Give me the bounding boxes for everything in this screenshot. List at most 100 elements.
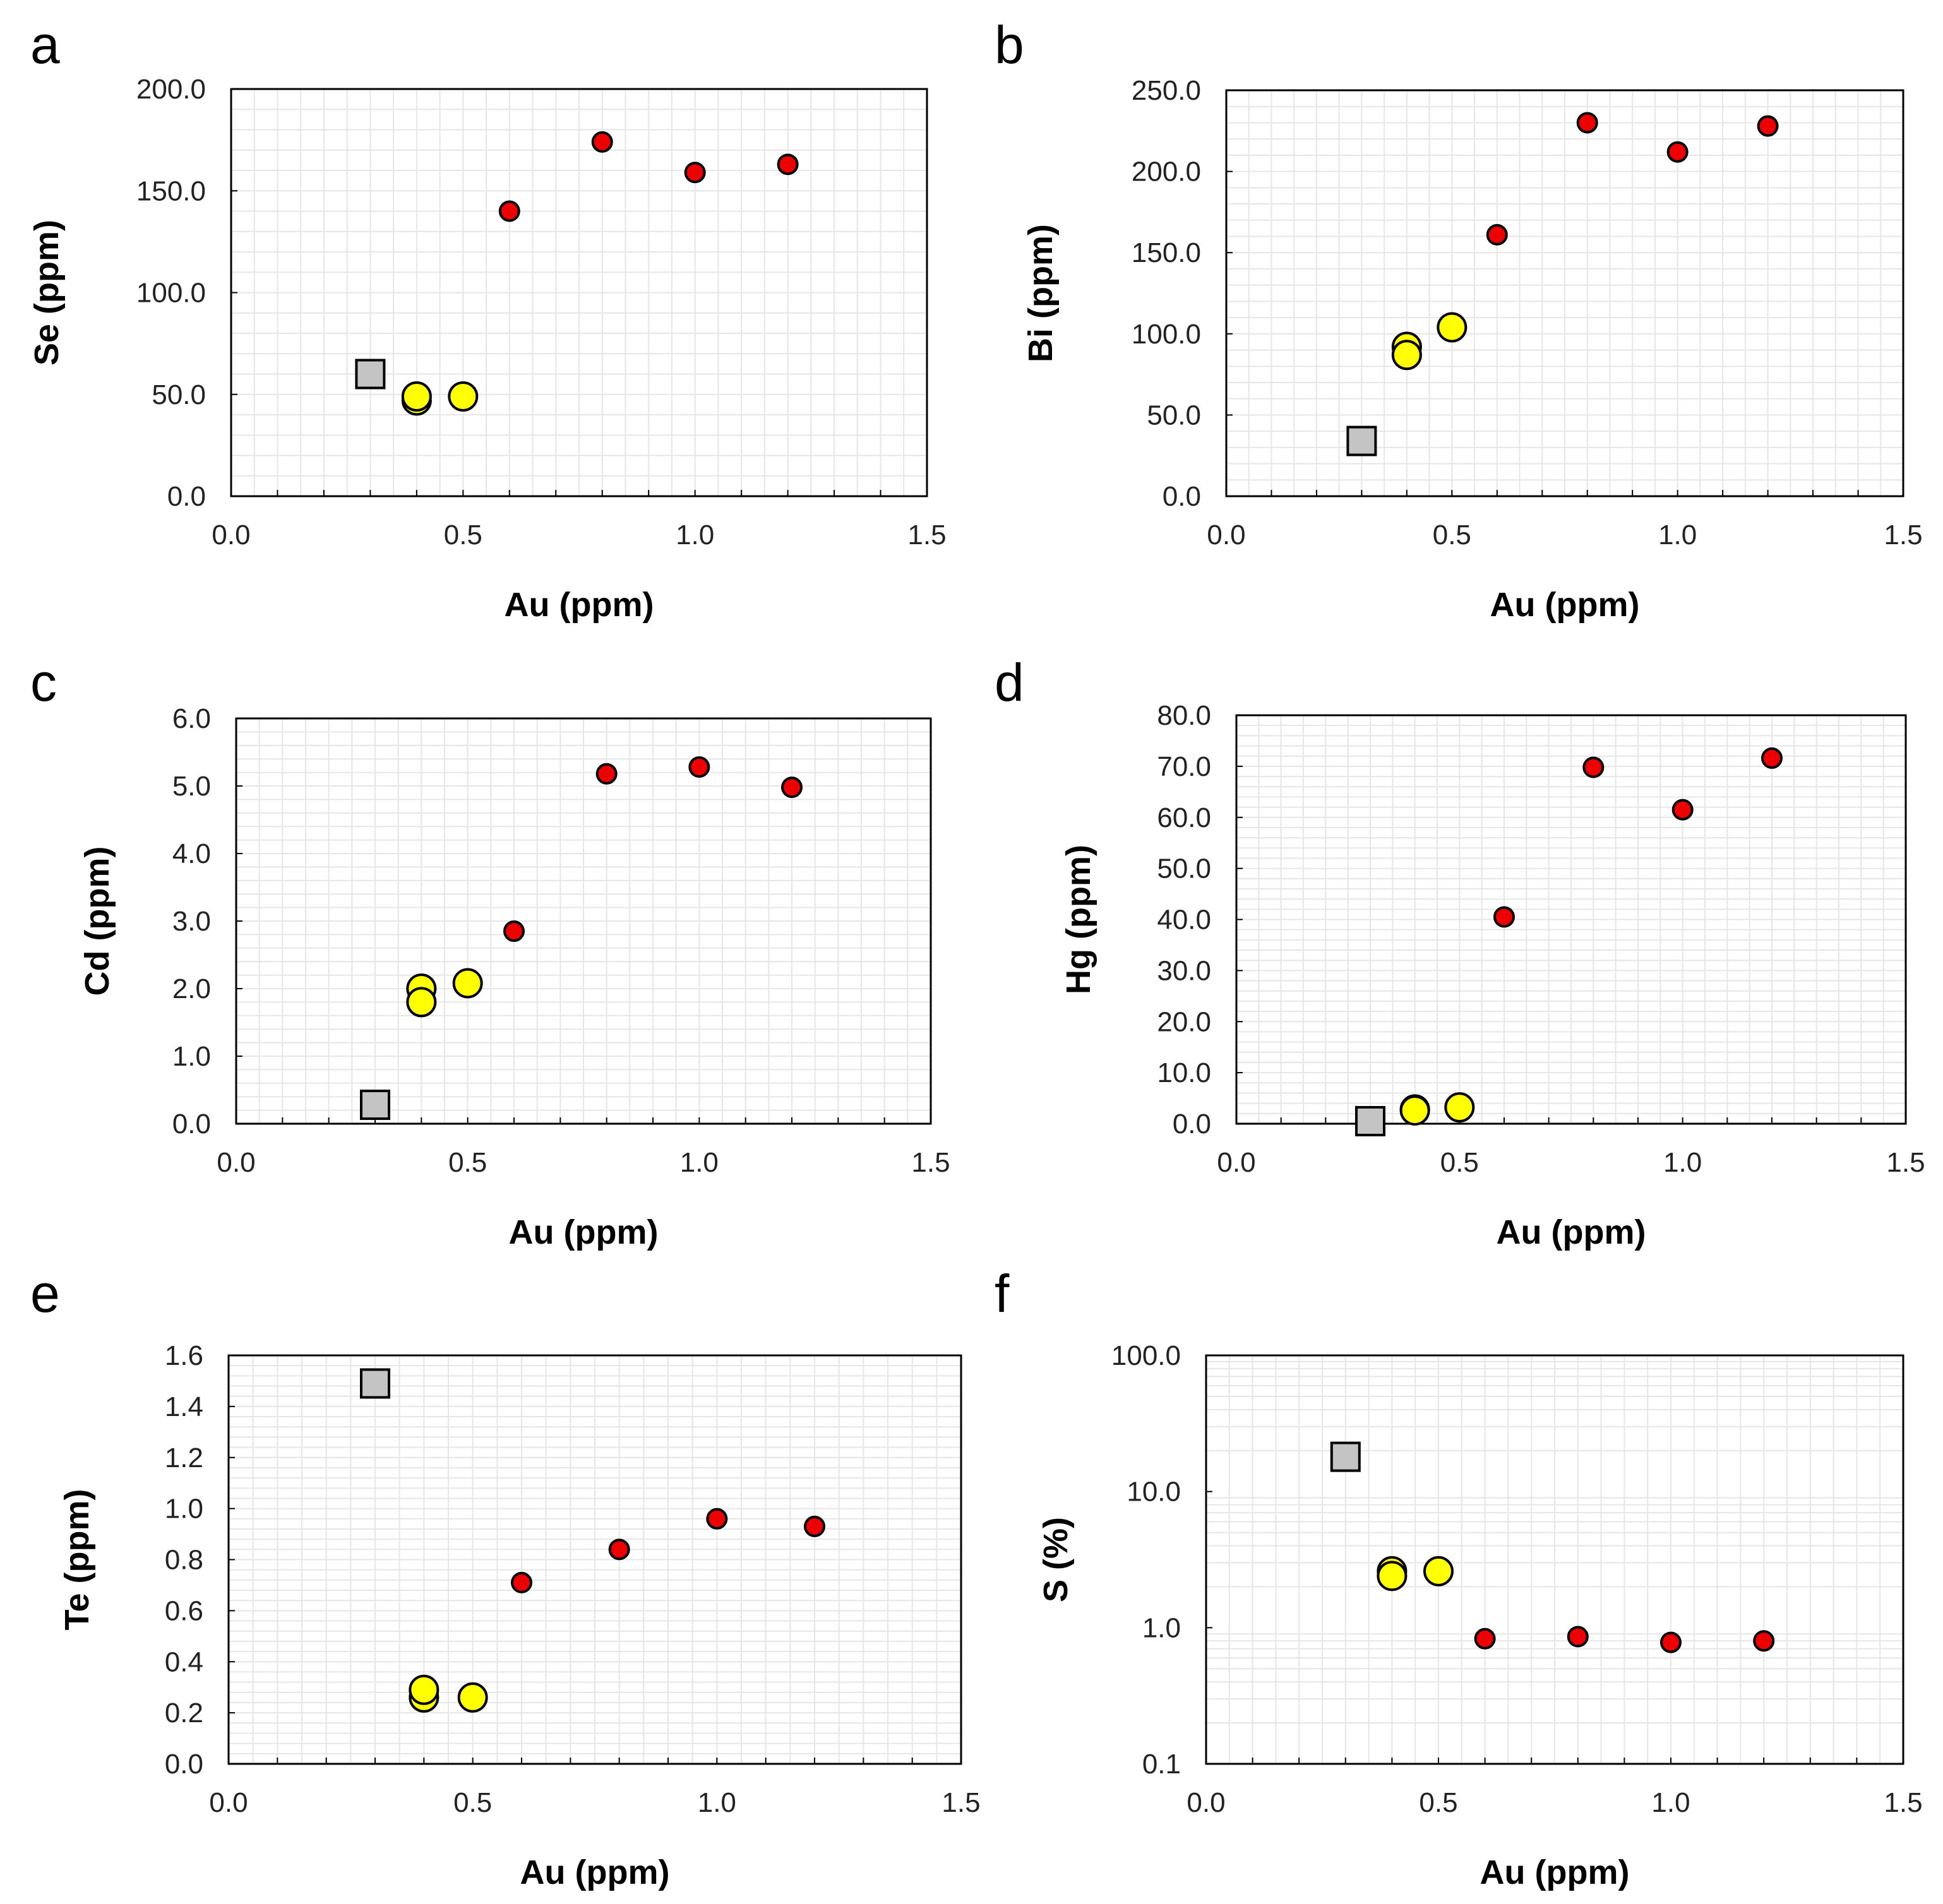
x-tick-label: 1.0 bbox=[1651, 1787, 1690, 1818]
series-red bbox=[511, 1508, 825, 1593]
data-point-square bbox=[355, 359, 386, 390]
plot-frame bbox=[1225, 89, 1904, 497]
data-point-circle bbox=[457, 1682, 488, 1713]
x-tick-label: 0.5 bbox=[444, 520, 482, 550]
data-point-square bbox=[1346, 425, 1377, 456]
data-point-circle bbox=[1671, 799, 1694, 821]
y-tick-label: 1.6 bbox=[165, 1340, 203, 1371]
y-tick-label: 0.0 bbox=[1163, 481, 1201, 512]
y-tick-label: 100.0 bbox=[136, 278, 206, 309]
y-tick-label: 0.0 bbox=[1173, 1109, 1211, 1139]
data-point-square bbox=[1330, 1441, 1361, 1472]
panel-letter-d: d bbox=[995, 653, 1024, 712]
data-point-circle bbox=[1399, 1095, 1430, 1126]
y-tick-label: 70.0 bbox=[1157, 751, 1211, 782]
data-point-circle bbox=[401, 381, 432, 412]
y-tick-label: 0.1 bbox=[1142, 1749, 1181, 1780]
data-point-circle bbox=[1486, 223, 1508, 246]
plot-frame bbox=[1205, 1354, 1904, 1765]
x-tick-label: 0.0 bbox=[1207, 520, 1245, 550]
panel-letter-f: f bbox=[995, 1264, 1010, 1323]
y-tick-label: 150.0 bbox=[136, 176, 206, 206]
y-tick-label: 1.2 bbox=[165, 1443, 203, 1473]
data-point-circle bbox=[406, 987, 437, 1018]
y-tick-label: 3.0 bbox=[172, 906, 211, 937]
y-tick-label: 100.0 bbox=[1132, 319, 1201, 350]
y-axis-title: Bi (ppm) bbox=[1022, 224, 1060, 362]
panel-letter-b: b bbox=[995, 15, 1024, 74]
data-point-circle bbox=[452, 968, 483, 999]
data-point-circle bbox=[1391, 340, 1422, 371]
data-point-circle bbox=[1761, 747, 1783, 769]
data-point-circle bbox=[1757, 115, 1779, 137]
y-tick-label: 1.4 bbox=[165, 1391, 203, 1422]
y-axis-title: Se (ppm) bbox=[28, 220, 66, 366]
series-yellow bbox=[401, 381, 479, 416]
data-point-circle bbox=[1423, 1556, 1454, 1586]
panel-letter-a: a bbox=[30, 15, 60, 74]
x-tick-label: 0.0 bbox=[1217, 1147, 1255, 1178]
data-point-circle bbox=[804, 1515, 825, 1537]
y-tick-label: 4.0 bbox=[172, 838, 211, 869]
x-tick-label: 0.0 bbox=[212, 520, 250, 550]
series-yellow bbox=[1399, 1092, 1475, 1126]
x-tick-label: 1.0 bbox=[680, 1147, 719, 1178]
data-point-square bbox=[360, 1090, 390, 1121]
series-red bbox=[1486, 112, 1779, 246]
x-tick-label: 1.0 bbox=[698, 1787, 736, 1818]
series-gray bbox=[1330, 1441, 1361, 1472]
y-tick-label: 0.2 bbox=[165, 1698, 203, 1728]
panel-f: f 0.0 0.5 1.0 1.5 0.1 1.0 10.0 100.0 Au (ppm) S (%… bbox=[995, 1264, 1923, 1891]
series-gray bbox=[360, 1090, 390, 1121]
x-tick-label: 1.5 bbox=[911, 1147, 950, 1178]
data-point-circle bbox=[503, 920, 525, 943]
series-red bbox=[503, 756, 803, 943]
data-point-circle bbox=[1377, 1561, 1408, 1592]
y-tick-label: 50.0 bbox=[1157, 854, 1211, 884]
x-tick-label: 0.5 bbox=[453, 1787, 492, 1818]
y-tick-label: 60.0 bbox=[1157, 802, 1211, 833]
y-tick-label: 1.0 bbox=[172, 1041, 211, 1072]
y-axis-title: Hg (ppm) bbox=[1060, 845, 1097, 994]
x-tick-label: 1.5 bbox=[1884, 1787, 1922, 1818]
series-yellow bbox=[1391, 312, 1468, 371]
y-axis-title: S (%) bbox=[1037, 1517, 1075, 1602]
data-point-circle bbox=[1753, 1630, 1775, 1652]
x-axis-title: Au (ppm) bbox=[505, 586, 654, 624]
minor-grid bbox=[231, 89, 927, 496]
y-tick-label: 200.0 bbox=[136, 74, 206, 105]
panel-d: d 0.0 0.5 1.0 1.5 0.0 10.0 20.0 30.0 40.0 50.0 60.0… bbox=[995, 653, 1925, 1251]
panel-b: b 0.0 0.5 1.0 1.5 0.0 50.0 100.0 150.0 200.0 250.0… bbox=[995, 15, 1923, 624]
minor-grid bbox=[1226, 90, 1903, 496]
x-tick-label: 0.5 bbox=[1419, 1787, 1457, 1818]
y-tick-label: 250.0 bbox=[1132, 75, 1201, 106]
minor-grid bbox=[236, 718, 931, 1124]
x-tick-label: 0.5 bbox=[1440, 1147, 1479, 1178]
data-point-circle bbox=[1576, 112, 1598, 134]
y-tick-label: 50.0 bbox=[1147, 400, 1201, 431]
data-point-square bbox=[360, 1368, 390, 1399]
y-tick-label: 0.0 bbox=[165, 1749, 203, 1780]
data-point-circle bbox=[777, 153, 799, 176]
y-tick-label: 50.0 bbox=[152, 379, 206, 410]
series-red bbox=[498, 131, 799, 222]
panel-e: e 0.0 0.5 1.0 1.5 0.0 0.2 0.4 0.6 0.8 1.0 1.2 1.4 1.6… bbox=[30, 1264, 981, 1891]
y-tick-label: 0.8 bbox=[165, 1545, 203, 1576]
x-axis-title: Au (ppm) bbox=[1497, 1213, 1646, 1251]
y-tick-label: 40.0 bbox=[1157, 905, 1211, 936]
series-red bbox=[1493, 747, 1783, 928]
x-tick-label: 1.5 bbox=[1884, 520, 1922, 550]
data-point-circle bbox=[781, 776, 803, 799]
y-tick-label: 20.0 bbox=[1157, 1006, 1211, 1037]
y-tick-label: 0.6 bbox=[165, 1595, 203, 1626]
x-tick-label: 0.0 bbox=[209, 1787, 248, 1818]
y-axis-title: Cd (ppm) bbox=[78, 847, 116, 996]
y-tick-label: 2.0 bbox=[172, 973, 211, 1004]
series-gray bbox=[1346, 425, 1377, 456]
series-gray bbox=[1355, 1105, 1385, 1136]
x-tick-label: 0.0 bbox=[217, 1147, 255, 1178]
y-tick-label: 1.0 bbox=[165, 1494, 203, 1525]
y-tick-label: 80.0 bbox=[1157, 700, 1211, 731]
data-point-circle bbox=[1474, 1627, 1496, 1650]
